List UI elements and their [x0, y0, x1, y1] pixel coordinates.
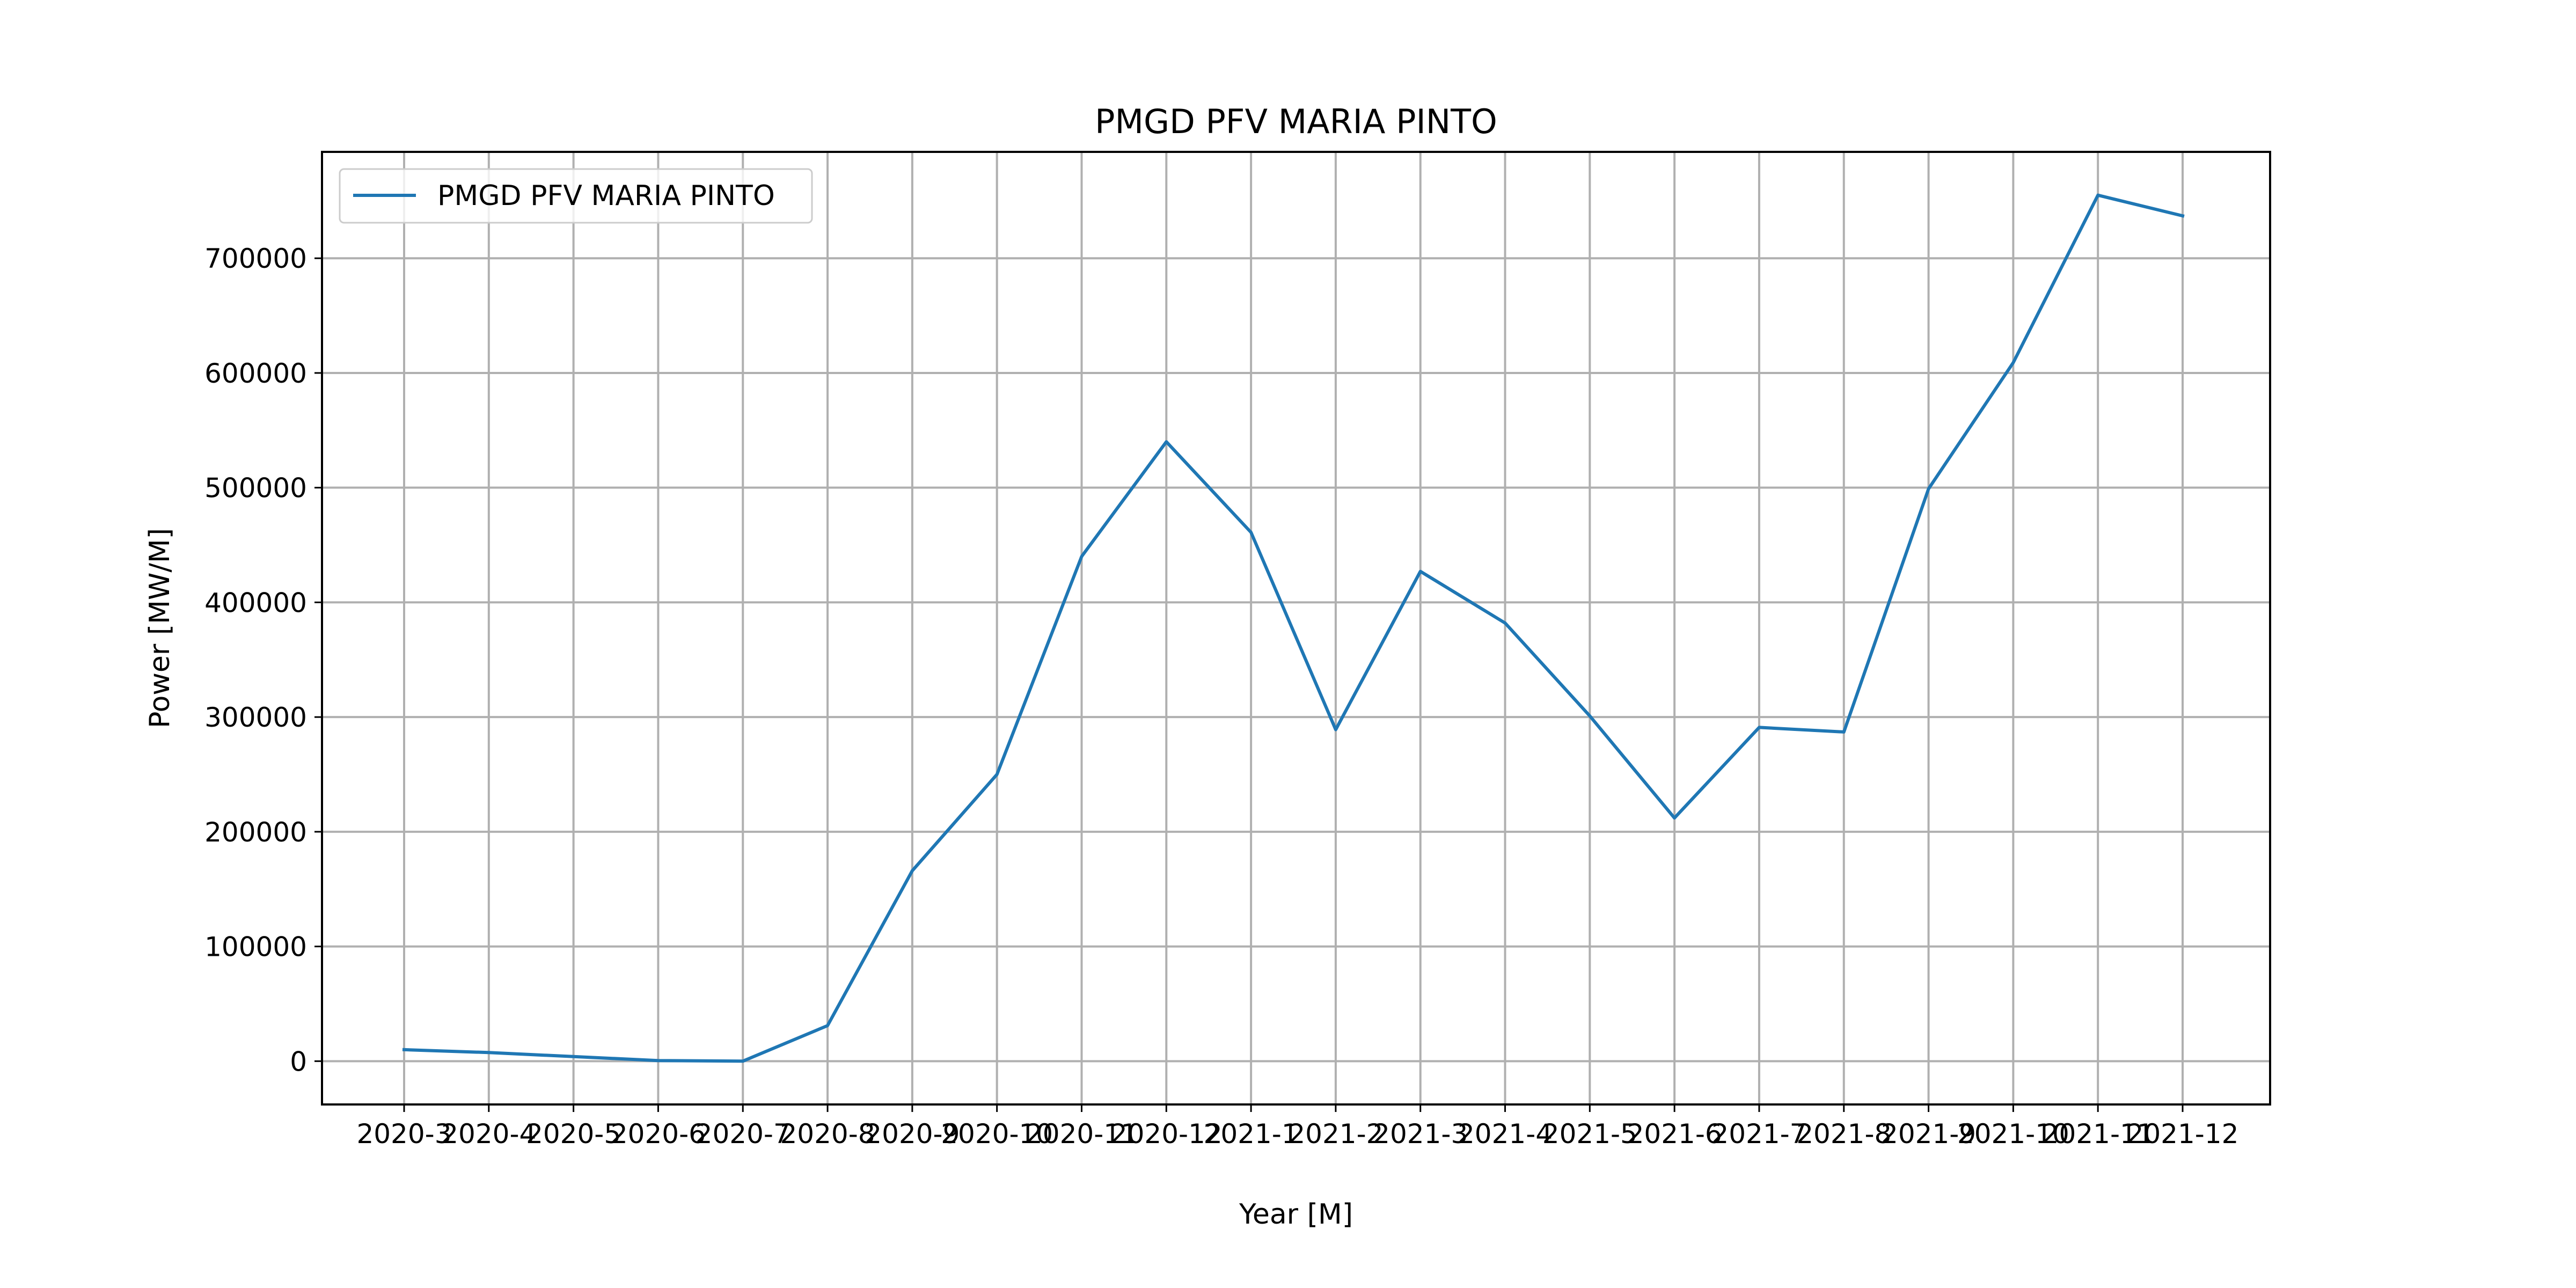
- x-tick-label: 2020-10: [941, 1118, 1053, 1150]
- x-axis-ticks: 2020-32020-42020-52020-62020-72020-82020…: [356, 1104, 2238, 1150]
- x-tick-label: 2020-8: [780, 1118, 875, 1150]
- y-tick-label: 600000: [204, 358, 307, 389]
- x-tick-label: 2021-2: [1288, 1118, 1383, 1150]
- y-tick-label: 700000: [204, 243, 307, 274]
- y-axis-label: Power [MW/M]: [144, 528, 176, 728]
- series-line: [402, 193, 2185, 1063]
- series-layer: [402, 193, 2185, 1063]
- x-tick-label: 2021-7: [1711, 1118, 1806, 1150]
- x-tick-label: 2020-7: [696, 1118, 791, 1150]
- legend-entry: PMGD PFV MARIA PINTO: [437, 180, 775, 212]
- x-tick-label: 2020-9: [865, 1118, 960, 1150]
- x-tick-label: 2020-11: [1026, 1118, 1138, 1150]
- y-tick-label: 500000: [204, 473, 307, 504]
- x-tick-label: 2021-4: [1458, 1118, 1553, 1150]
- x-tick-label: 2021-12: [2127, 1118, 2239, 1150]
- x-tick-label: 2021-3: [1373, 1118, 1468, 1150]
- x-tick-label: 2020-3: [356, 1118, 451, 1150]
- y-tick-label: 200000: [204, 817, 307, 848]
- y-tick-label: 300000: [204, 702, 307, 733]
- chart-title: PMGD PFV MARIA PINTO: [1095, 102, 1497, 141]
- y-tick-label: 100000: [204, 932, 307, 963]
- x-tick-label: 2021-6: [1627, 1118, 1722, 1150]
- x-tick-label: 2021-5: [1542, 1118, 1637, 1150]
- y-tick-label: 0: [290, 1046, 307, 1077]
- grid: [322, 152, 2270, 1104]
- y-axis-ticks: 0 100000 200000 300000 400000 500000 600000 700…: [204, 243, 322, 1077]
- x-tick-label: 2020-12: [1110, 1118, 1223, 1150]
- y-tick-label: 400000: [204, 587, 307, 618]
- plot-frame: [321, 151, 2271, 1106]
- legend-box: [339, 168, 813, 224]
- x-tick-label: 2021-1: [1204, 1118, 1299, 1150]
- x-tick-label: 2021-8: [1796, 1118, 1891, 1150]
- x-tick-label: 2021-11: [2042, 1118, 2154, 1150]
- x-axis-label: Year [M]: [1239, 1198, 1353, 1231]
- x-tick-label: 2020-5: [526, 1118, 621, 1150]
- x-tick-label: 2020-4: [441, 1118, 536, 1150]
- legend: PMGD PFV MARIA PINTO: [339, 168, 813, 224]
- x-tick-label: 2021-9: [1881, 1118, 1976, 1150]
- x-tick-label: 2021-10: [1957, 1118, 2069, 1150]
- x-tick-label: 2020-6: [611, 1118, 706, 1150]
